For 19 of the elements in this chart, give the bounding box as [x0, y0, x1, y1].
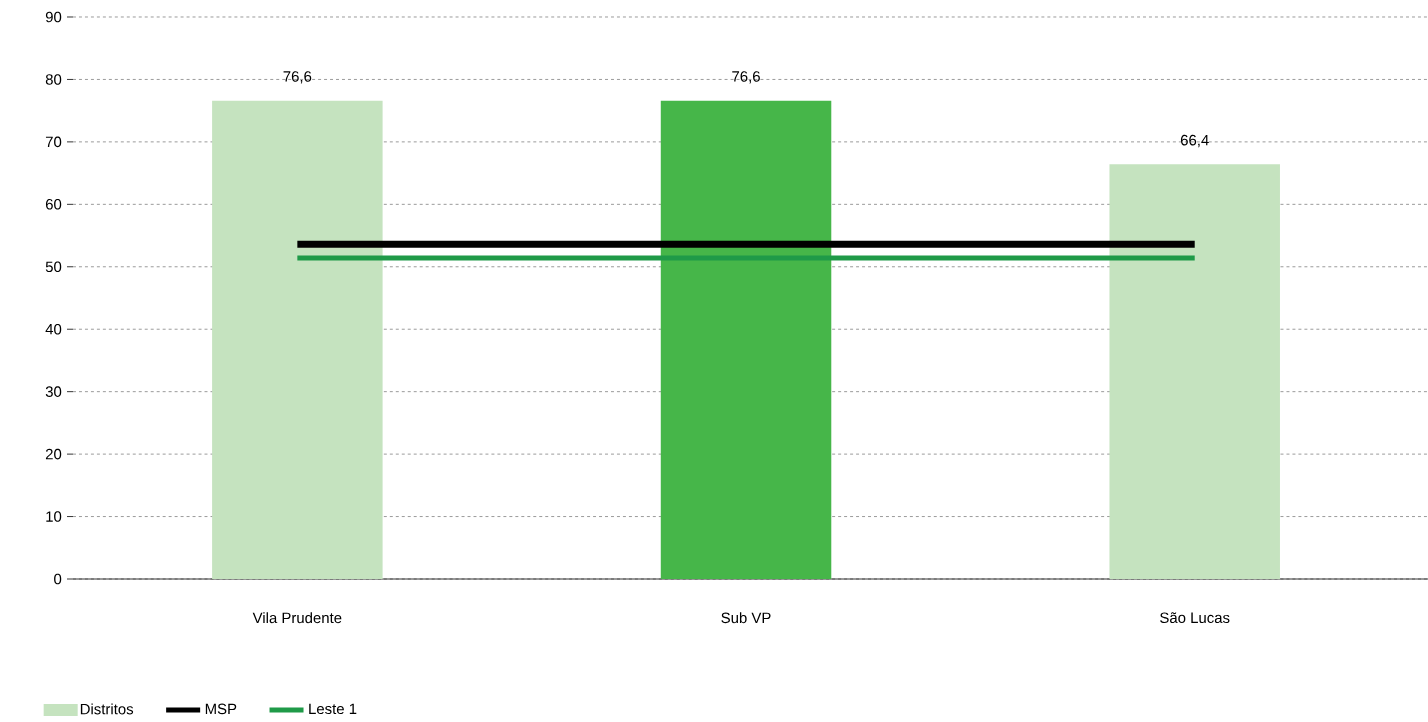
- data-label: 76,6: [732, 71, 760, 84]
- y-tick-label: 20: [45, 448, 62, 460]
- y-tick-label: 80: [45, 74, 62, 85]
- legend-label: MSP: [205, 703, 237, 715]
- y-tick-label: 70: [45, 136, 62, 148]
- data-label: 76,6: [283, 71, 312, 84]
- y-tick-label: 30: [45, 386, 62, 397]
- x-tick-label: Sub VP: [721, 612, 771, 624]
- y-tick-label: 0: [54, 573, 62, 585]
- data-label: 66,4: [1180, 134, 1209, 148]
- legend-label: Distritos: [80, 703, 134, 715]
- x-tick-label: São Lucas: [1160, 612, 1230, 624]
- y-tick-label: 40: [45, 323, 62, 335]
- x-tick-label: Vila Prudente: [252, 612, 342, 624]
- y-tick-label: 90: [45, 11, 62, 23]
- legend-label: Leste 1: [309, 703, 357, 715]
- y-tick-label: 10: [46, 511, 62, 522]
- y-tick-label: 50: [45, 261, 62, 273]
- y-tick-label: 60: [45, 199, 62, 210]
